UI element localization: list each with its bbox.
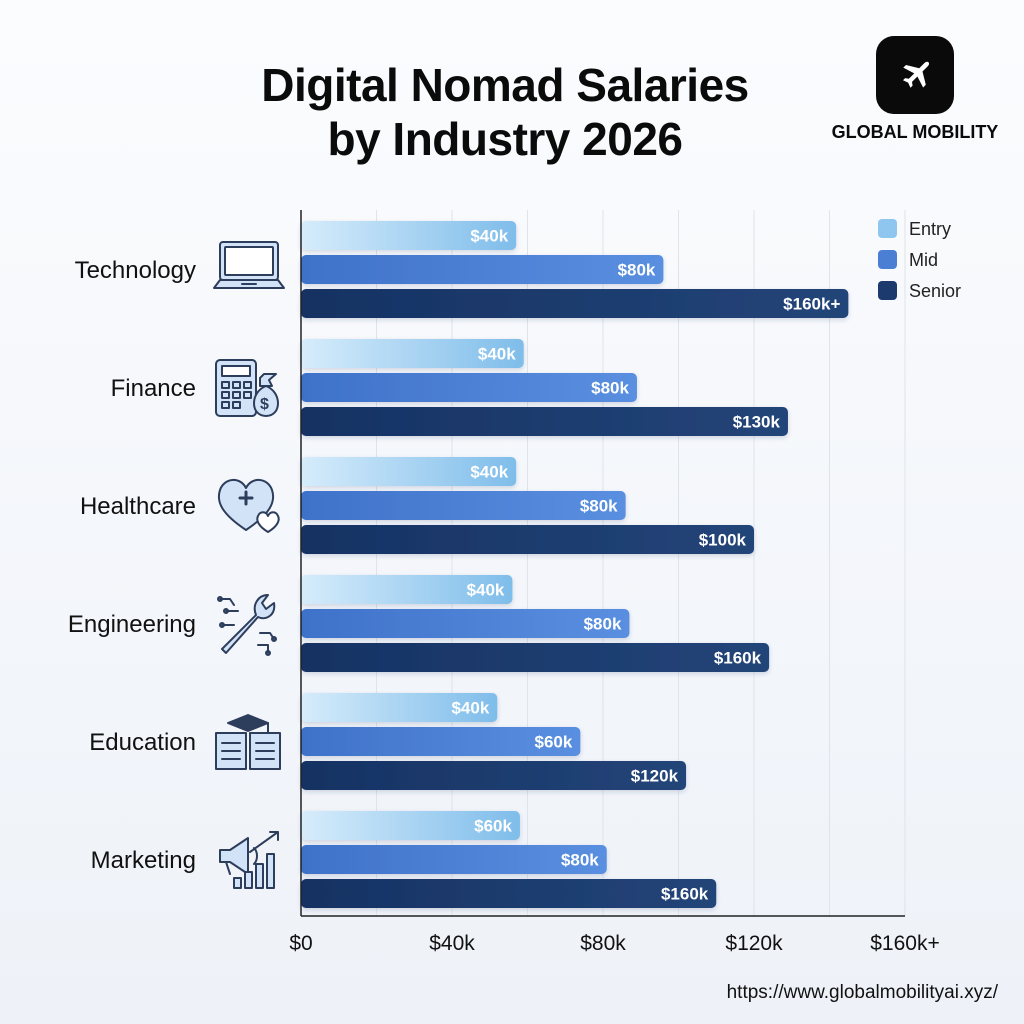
legend-swatch-entry bbox=[878, 219, 897, 238]
bar-senior-marketing bbox=[301, 879, 717, 908]
bar-value-label: $80k bbox=[561, 851, 599, 870]
x-tick-label: $80k bbox=[580, 932, 626, 955]
bar-value-label: $40k bbox=[470, 463, 508, 482]
bar-senior-healthcare bbox=[301, 525, 754, 554]
calculator-money-icon: $ bbox=[215, 359, 279, 417]
heart-health-icon bbox=[217, 479, 280, 533]
category-label-education: Education bbox=[89, 729, 196, 756]
category-label-technology: Technology bbox=[75, 257, 196, 284]
bar-value-label: $160k bbox=[714, 649, 762, 668]
bar-value-label: $40k bbox=[478, 345, 516, 364]
bar-mid-healthcare bbox=[301, 491, 626, 520]
bar-entry-education bbox=[301, 693, 498, 722]
bar-senior-education bbox=[301, 761, 687, 790]
bar-mid-education bbox=[301, 727, 581, 756]
laptop-icon bbox=[213, 241, 285, 289]
footer-url[interactable]: https://www.globalmobilityai.xyz/ bbox=[726, 982, 998, 1003]
x-tick-label: $0 bbox=[289, 932, 312, 955]
bar-value-label: $40k bbox=[467, 581, 505, 600]
book-graduation-icon bbox=[215, 714, 281, 770]
x-tick-label: $40k bbox=[429, 932, 475, 955]
bar-senior-technology bbox=[301, 289, 849, 318]
brand-logo bbox=[876, 36, 954, 114]
bar-entry-marketing bbox=[301, 811, 520, 840]
category-label-engineering: Engineering bbox=[68, 611, 196, 638]
bar-value-label: $80k bbox=[618, 261, 656, 280]
chart-legend: Entry Mid Senior bbox=[878, 219, 961, 301]
x-tick-label: $160k+ bbox=[870, 932, 939, 955]
bar-value-label: $130k bbox=[733, 413, 781, 432]
bar-value-label: $100k bbox=[699, 531, 747, 550]
bar-mid-marketing bbox=[301, 845, 607, 874]
title-line-1: Digital Nomad Salaries bbox=[261, 59, 749, 111]
wrench-circuit-icon bbox=[217, 594, 277, 656]
legend-label-entry: Entry bbox=[909, 219, 951, 239]
bar-value-label: $160k bbox=[661, 885, 709, 904]
bar-value-label: $60k bbox=[474, 817, 512, 836]
title-line-2: by Industry 2026 bbox=[327, 113, 683, 165]
category-label-marketing: Marketing bbox=[91, 847, 196, 874]
bar-entry-finance bbox=[301, 339, 524, 368]
bar-mid-technology bbox=[301, 255, 664, 284]
category-label-healthcare: Healthcare bbox=[80, 493, 196, 520]
bar-value-label: $80k bbox=[580, 497, 618, 516]
bar-value-label: $60k bbox=[535, 733, 573, 752]
x-tick-label: $120k bbox=[725, 932, 783, 955]
legend-swatch-senior bbox=[878, 281, 897, 300]
legend-label-senior: Senior bbox=[909, 281, 961, 301]
bar-entry-engineering bbox=[301, 575, 513, 604]
bar-entry-technology bbox=[301, 221, 517, 250]
bar-mid-finance bbox=[301, 373, 637, 402]
legend-swatch-mid bbox=[878, 250, 897, 269]
category-label-finance: Finance bbox=[111, 375, 196, 402]
bar-value-label: $120k bbox=[631, 767, 679, 786]
bar-entry-healthcare bbox=[301, 457, 517, 486]
svg-text:$: $ bbox=[260, 396, 269, 413]
bar-senior-engineering bbox=[301, 643, 770, 672]
bar-value-label: $40k bbox=[470, 227, 508, 246]
bar-value-label: $80k bbox=[591, 379, 629, 398]
bar-senior-finance bbox=[301, 407, 788, 436]
legend-label-mid: Mid bbox=[909, 250, 938, 270]
bar-value-label: $80k bbox=[584, 615, 622, 634]
brand-name: GLOBAL MOBILITY bbox=[831, 122, 999, 142]
bar-value-label: $40k bbox=[451, 699, 489, 718]
bar-mid-engineering bbox=[301, 609, 630, 638]
megaphone-chart-icon bbox=[219, 831, 279, 889]
chart-title: Digital Nomad Salaries by Industry 2026 bbox=[180, 58, 830, 166]
airplane-icon bbox=[903, 61, 930, 88]
bar-value-label: $160k+ bbox=[783, 295, 840, 314]
